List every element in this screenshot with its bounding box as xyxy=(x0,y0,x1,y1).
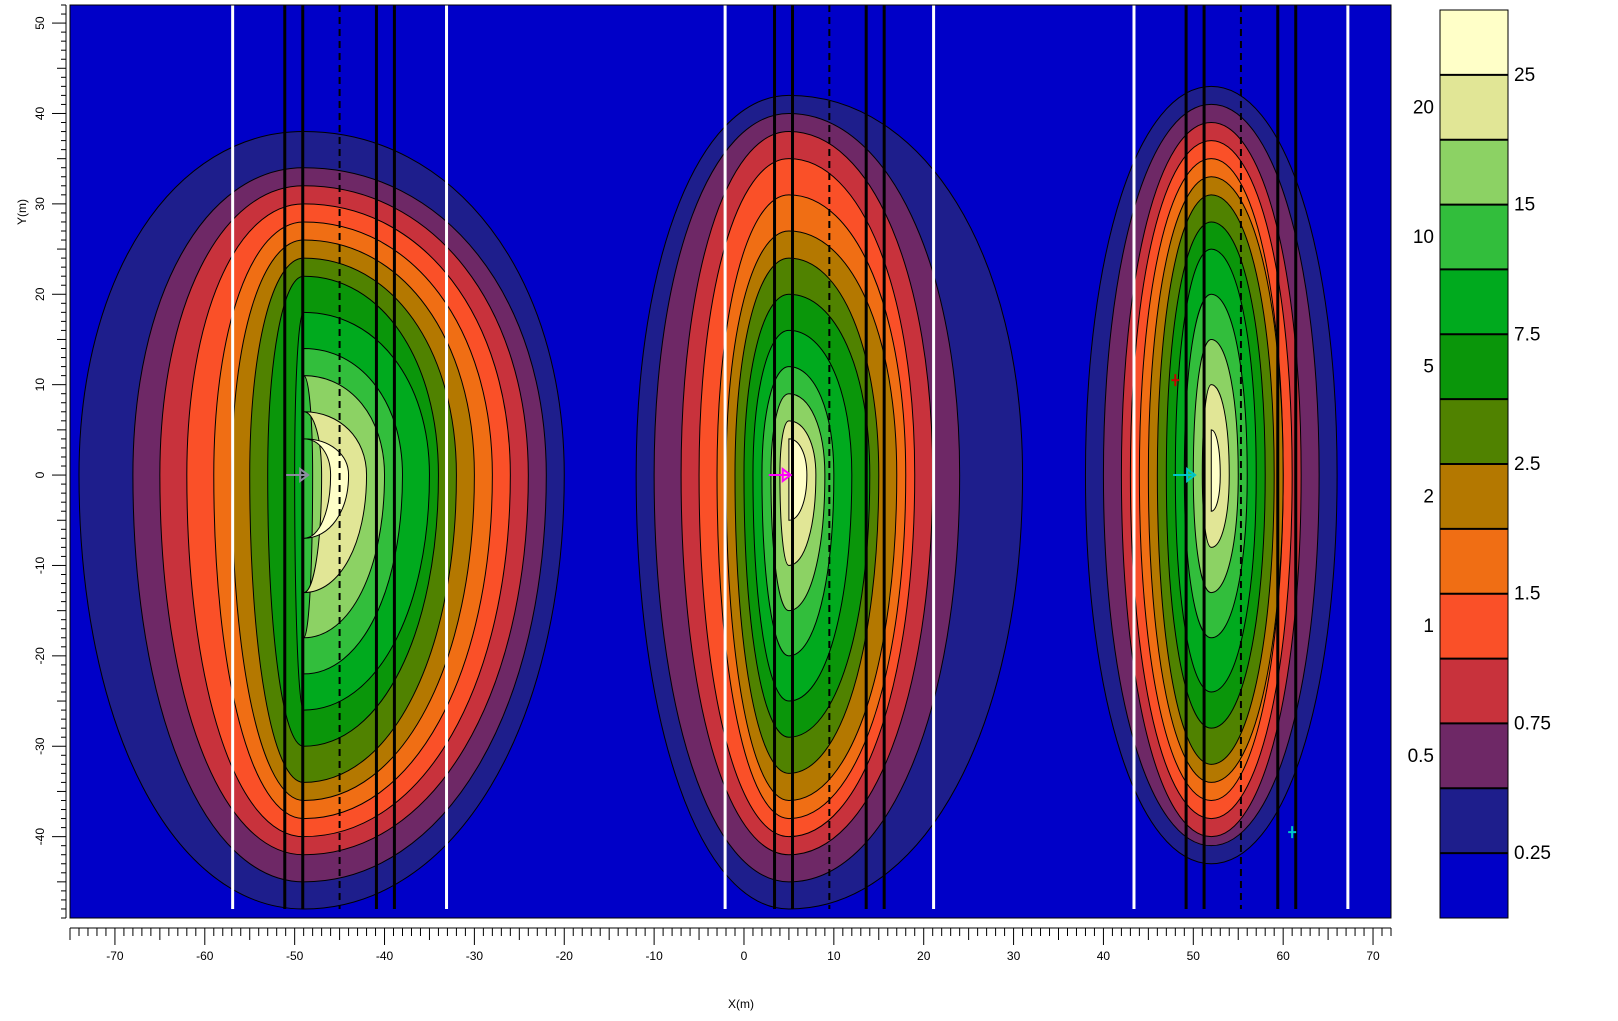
x-tick-label: 60 xyxy=(1276,949,1290,963)
x-tick-label: 70 xyxy=(1366,949,1380,963)
colorbar-band xyxy=(1440,593,1508,659)
colorbar-band xyxy=(1440,74,1508,140)
axes: -70 -60 -50 -40 -30 -20 -10 0 10 20 30 40 50 60 70 -40 -… xyxy=(33,4,1392,963)
colorbar-band xyxy=(1440,528,1508,594)
marker-0 xyxy=(286,467,310,484)
colorbar-band xyxy=(1440,269,1508,335)
x-tick-label: -50 xyxy=(286,949,304,963)
y-tick-label: 20 xyxy=(33,287,47,301)
marker-2 xyxy=(1173,467,1197,484)
colorbar-label: 7.5 xyxy=(1514,324,1540,345)
colorbar-band xyxy=(1440,204,1508,270)
y-tick-label: -30 xyxy=(33,737,47,755)
y-tick-label: 0 xyxy=(33,471,47,478)
x-tick-label: -10 xyxy=(645,949,663,963)
y-tick-label: 10 xyxy=(33,378,47,392)
colorbar-label: 25 xyxy=(1514,65,1535,86)
x-axis-label: X(m) xyxy=(728,997,754,1011)
colorbar-label: 5 xyxy=(1423,357,1434,378)
x-tick-label: -60 xyxy=(196,949,214,963)
colorbar-band xyxy=(1440,10,1508,75)
colorbar-label: 2 xyxy=(1423,486,1434,507)
y-axis-label: Y(m) xyxy=(15,199,29,225)
y-tick-label: 40 xyxy=(33,106,47,120)
x-tick-label: -30 xyxy=(466,949,484,963)
colorbar-band xyxy=(1440,464,1508,529)
y-tick-label: 50 xyxy=(33,16,47,30)
x-tick-label: 0 xyxy=(741,949,748,963)
colorbar-label: 0.5 xyxy=(1408,746,1434,767)
y-tick-label: -20 xyxy=(33,647,47,665)
x-tick-label: 10 xyxy=(827,949,841,963)
colorbar-label: 15 xyxy=(1514,195,1535,216)
colorbar-label: 20 xyxy=(1413,97,1434,118)
colorbar-label: 0.75 xyxy=(1514,713,1551,734)
x-tick-label: -70 xyxy=(106,949,124,963)
colorbar-band xyxy=(1440,853,1508,918)
plot-area xyxy=(70,5,1391,918)
colorbar: 25 20 15 10 7.5 5 2.5 2 1.5 1 0.75 0.5 0.25 xyxy=(1408,9,1551,919)
marker-4 xyxy=(1288,826,1297,839)
contour-band-right-12 xyxy=(1210,429,1221,512)
x-tick-label: 20 xyxy=(917,949,931,963)
colorbar-label: 1.5 xyxy=(1514,584,1540,605)
colorbar-band xyxy=(1440,399,1508,464)
plot-border xyxy=(69,4,1392,919)
marker-3 xyxy=(1171,374,1180,387)
colorbar-band xyxy=(1440,334,1508,400)
colorbar-band xyxy=(1440,788,1508,854)
x-tick-label: 30 xyxy=(1007,949,1021,963)
colorbar-label: 0.25 xyxy=(1514,843,1551,864)
colorbar-label: 10 xyxy=(1413,227,1434,248)
x-tick-label: -20 xyxy=(556,949,574,963)
x-tick-label: 50 xyxy=(1187,949,1201,963)
x-tick-label: -40 xyxy=(376,949,394,963)
y-tick-label: -10 xyxy=(33,556,47,574)
marker-1 xyxy=(768,467,793,484)
y-tick-label: 30 xyxy=(33,197,47,211)
colorbar-label: 1 xyxy=(1423,616,1434,637)
colorbar-band xyxy=(1440,723,1508,789)
x-tick-label: 40 xyxy=(1097,949,1111,963)
colorbar-band xyxy=(1440,139,1508,205)
colorbar-label: 2.5 xyxy=(1514,454,1540,475)
y-tick-label: -40 xyxy=(33,828,47,846)
colorbar-band xyxy=(1440,658,1508,724)
